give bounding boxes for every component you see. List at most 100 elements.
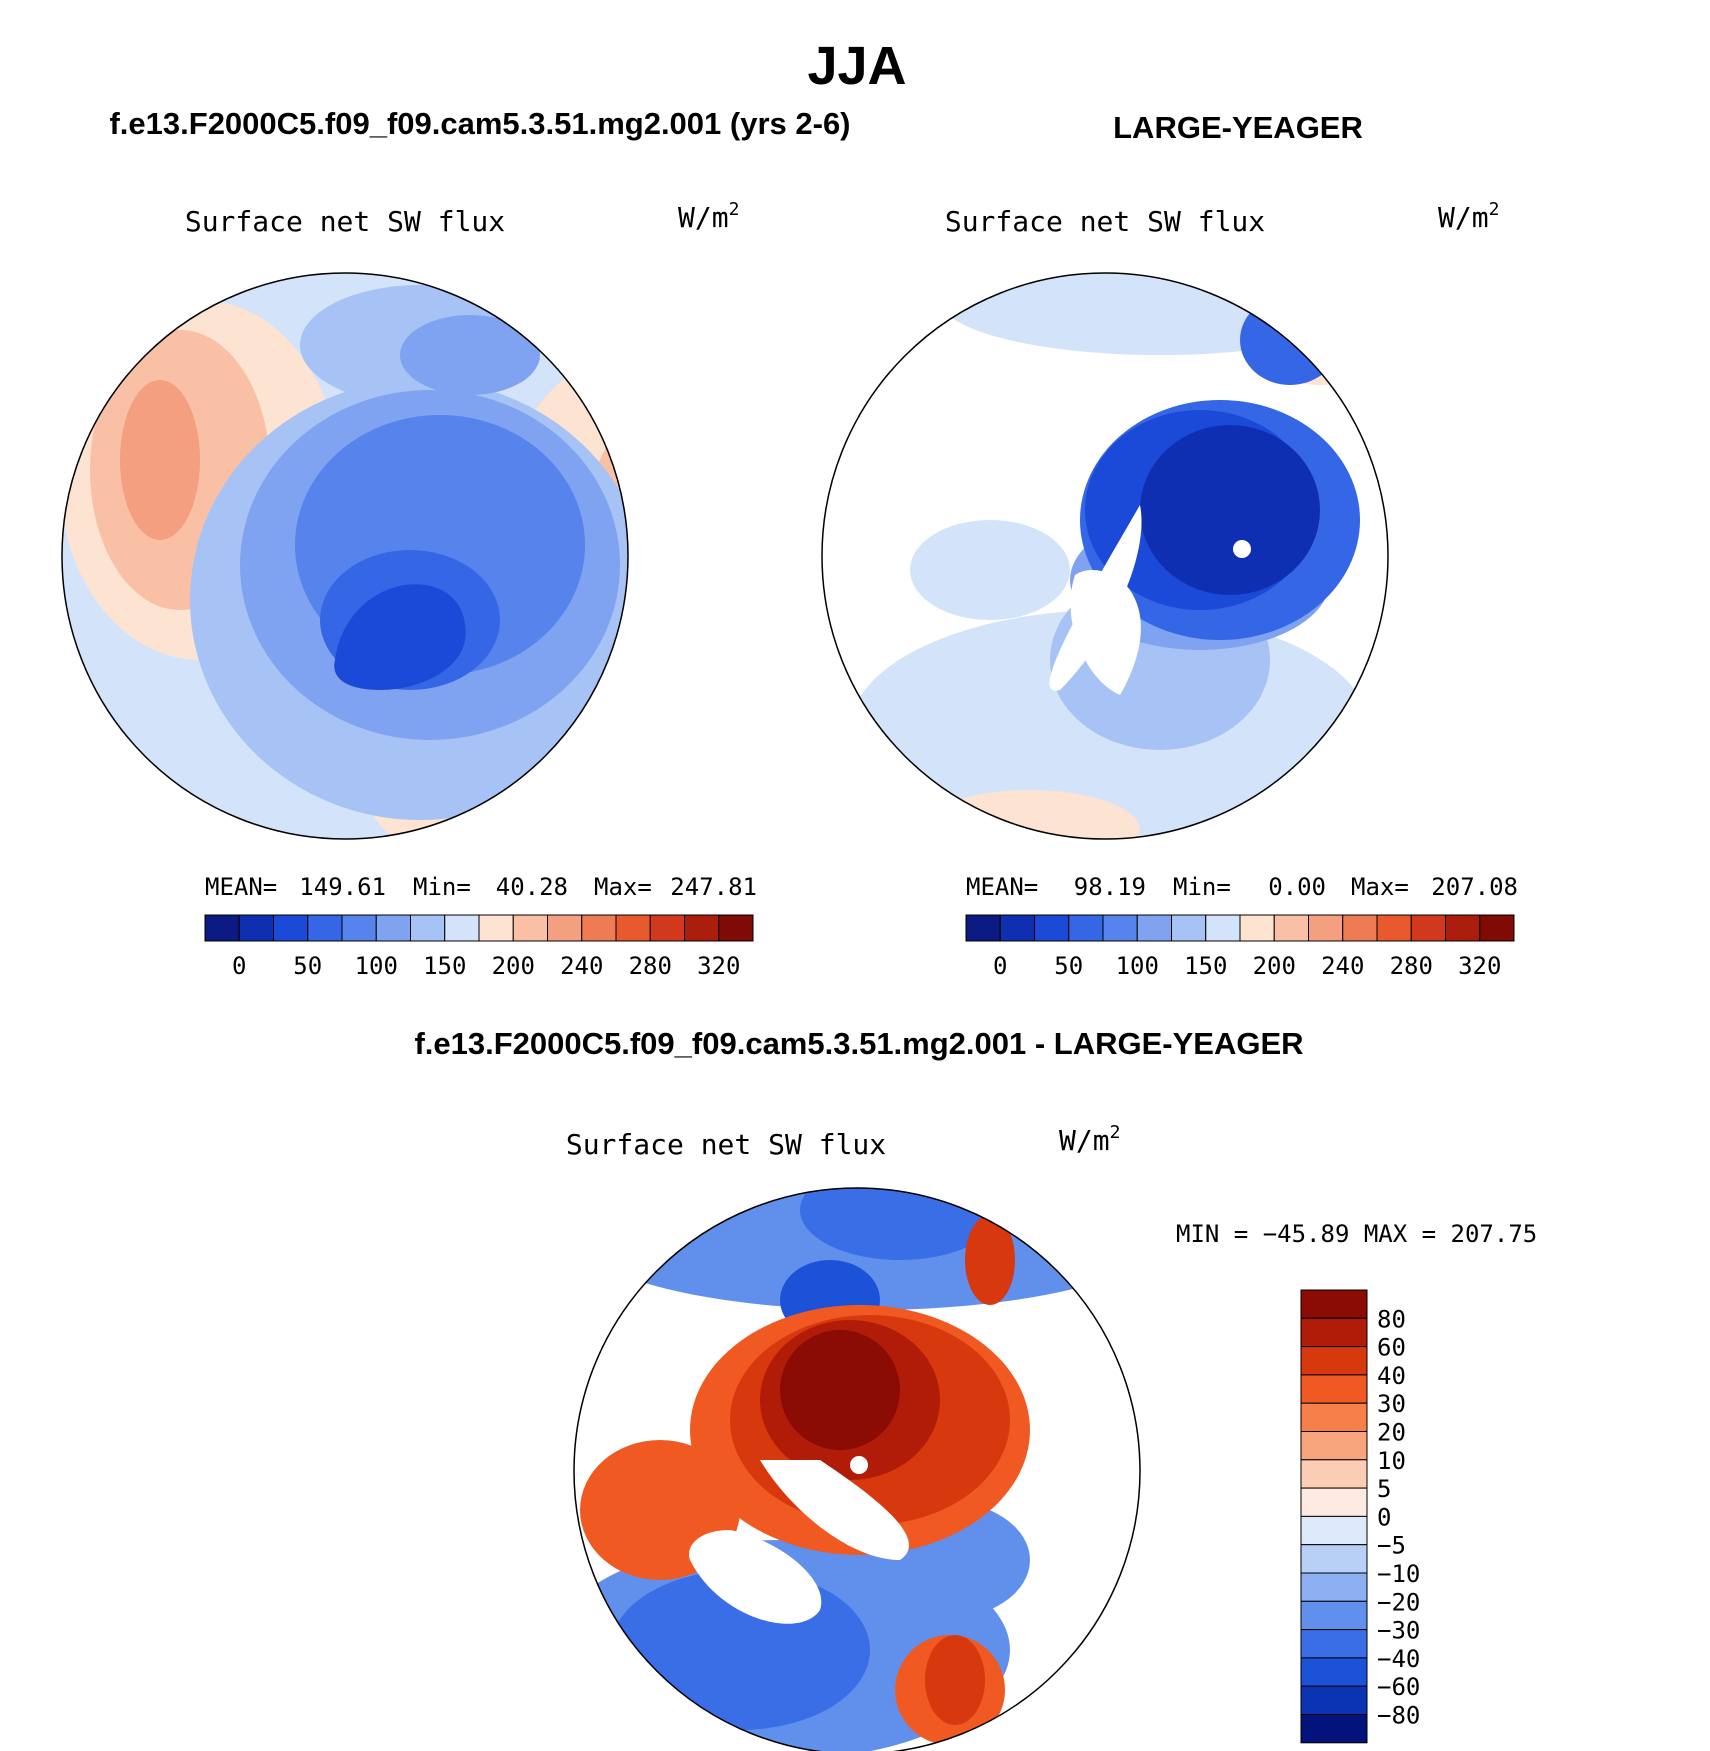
colorbar-tick-label: 0 [232,952,246,980]
colorbar-swatch [273,914,309,942]
polar-map [62,273,628,839]
colorbar-swatch [238,914,274,942]
panel-observations: Surface net SW flux W/m2 ME [821,199,1518,980]
case-title-left: f.e13.F2000C5.f09_f09.cam5.3.51.mg2.001 … [109,106,850,141]
colorbar-swatch [307,914,343,942]
colorbar-swatch [718,914,754,942]
colorbar-swatch [1300,1629,1368,1659]
units-label: W/m2 [1059,1122,1120,1157]
colorbar-swatch [1205,914,1241,942]
colorbar-swatch [1102,914,1138,942]
colorbar-swatch [410,914,446,942]
variable-title: Surface net SW flux [945,205,1265,238]
figure-title: JJA [807,36,906,96]
colorbar-tick-label: 320 [697,952,740,980]
colorbar-swatch [1273,914,1309,942]
colorbar-tick-label: −80 [1377,1702,1420,1730]
min-value: 40.28 [496,873,568,901]
colorbar: 0 50 100 150 200 240 280 320 [965,914,1515,980]
colorbar-swatch [1300,1317,1368,1348]
colorbar-tick-label: −10 [1377,1560,1420,1588]
colorbar-tick-label: 280 [629,952,672,980]
colorbar-swatch [547,914,583,942]
colorbar-swatch [1300,1289,1368,1319]
colorbar-tick-label: 200 [1253,952,1296,980]
colorbar-tick-label: −20 [1377,1588,1420,1616]
colorbar-swatch [615,914,651,942]
min-max-label: MIN = −45.89 MAX = 207.75 [1176,1220,1537,1248]
colorbar-swatch [1171,914,1207,942]
max-label: Max= [1351,873,1409,901]
mean-value: 149.61 [299,873,386,901]
variable-title: Surface net SW flux [185,205,505,238]
colorbar-tick-label: 280 [1390,952,1433,980]
panel-difference: Surface net SW flux W/m2 [566,1122,1537,1751]
colorbar-swatch [375,914,411,942]
units-label: W/m2 [1438,199,1499,234]
colorbar-tick-label: 320 [1458,952,1501,980]
colorbar-swatch [1300,1346,1368,1376]
colorbar-tick-label: 100 [355,952,398,980]
colorbar-tick-label: 60 [1377,1334,1406,1362]
colorbar-swatch [1300,1374,1368,1404]
colorbar-swatch [1300,1657,1368,1687]
variable-title: Surface net SW flux [566,1128,886,1161]
colorbar-tick-label: 240 [1321,952,1364,980]
colorbar-swatch [684,914,720,942]
mean-label: MEAN= [205,873,277,901]
colorbar-tick-label: 10 [1377,1447,1406,1475]
colorbar-swatch [1136,914,1172,942]
colorbar-swatch [1300,1487,1368,1517]
colorbar-tick-label: 20 [1377,1419,1406,1447]
map-boundary [61,272,629,840]
colorbar-swatch [1308,914,1344,942]
colorbar-tick-label: 100 [1116,952,1159,980]
colorbar-swatch [341,914,377,942]
stats-line: MEAN= 149.61 Min= 40.28 Max= 247.81 [205,873,757,901]
colorbar-swatch [1300,1685,1368,1715]
polar-map [574,1188,1140,1751]
colorbar-tick-label: 150 [1184,952,1227,980]
colorbar-swatch [1479,914,1515,942]
colorbar-tick-label: 30 [1377,1390,1406,1418]
pole-hole [850,1456,868,1474]
mean-label: MEAN= [966,873,1038,901]
colorbar-swatch [512,914,548,942]
colorbar-swatch [478,914,514,942]
colorbar-swatch [1300,1431,1368,1461]
colorbar-swatch [1300,1600,1368,1631]
case-title-diff: f.e13.F2000C5.f09_f09.cam5.3.51.mg2.001 … [414,1026,1303,1061]
max-label: Max= [594,873,652,901]
min-label: Min= [1173,873,1231,901]
colorbar-tick-label: −40 [1377,1645,1420,1673]
colorbar-tick-label: 50 [1054,952,1083,980]
mean-value: 98.19 [1074,873,1146,901]
map-boundary [821,272,1389,840]
colorbar-tick-label: 200 [492,952,535,980]
colorbar-swatch [1300,1459,1368,1489]
colorbar-tick-label: 80 [1377,1305,1406,1333]
colorbar-tick-label: 40 [1377,1362,1406,1390]
max-value: 207.08 [1431,873,1518,901]
colorbar-swatch [1300,1515,1368,1546]
colorbar-tick-label: −60 [1377,1673,1420,1701]
map-boundary [573,1187,1141,1751]
colorbar-swatch [1034,914,1070,942]
colorbar-swatch [1300,1544,1368,1574]
colorbar-swatch [1445,914,1481,942]
colorbar-swatch [965,914,1001,942]
colorbar-swatch [1300,1714,1368,1744]
min-value: 0.00 [1268,873,1326,901]
colorbar-tick-label: 0 [1377,1503,1391,1531]
colorbar-swatch [444,914,480,942]
colorbar-tick-label: −30 [1377,1617,1420,1645]
colorbar: 0 50 100 150 200 240 280 320 [204,914,754,980]
colorbar-swatch [1410,914,1446,942]
colorbar-tick-label: 5 [1377,1475,1391,1503]
pole-hole [1233,540,1251,558]
colorbar-swatch [1239,914,1275,942]
case-title-right: LARGE-YEAGER [1113,110,1363,145]
max-value: 247.81 [670,873,757,901]
